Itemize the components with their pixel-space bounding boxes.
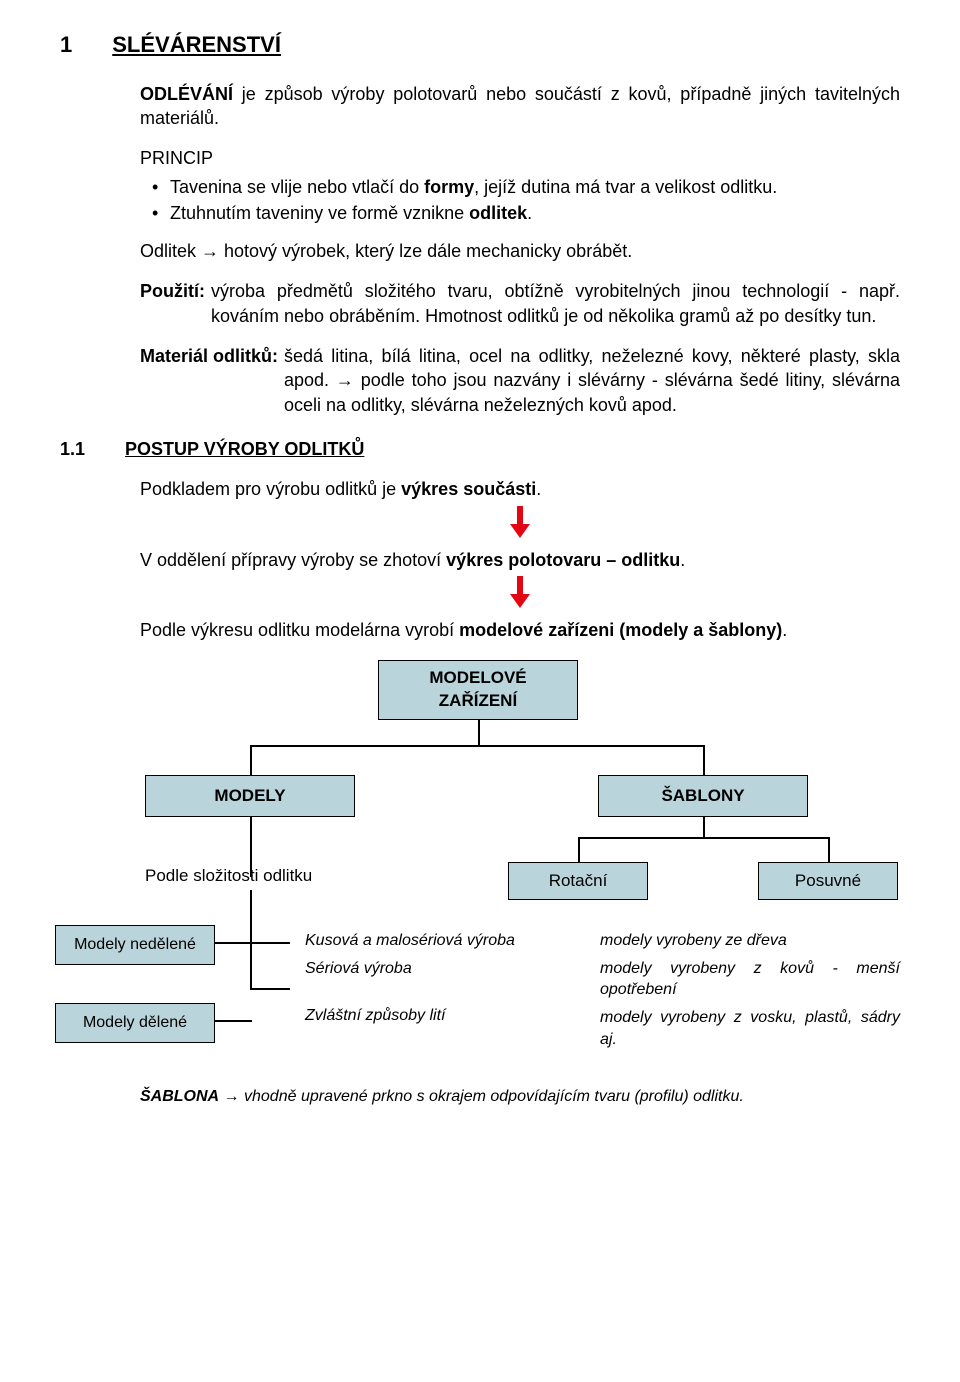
bullet-1-post: , jejíž dutina má tvar a velikost odlitk… [474,177,777,197]
step2-bold: výkres polotovaru – odlitku [446,550,680,570]
arrow-down-icon [508,506,532,540]
rotacni-label: Rotační [549,870,608,893]
step1-pre: Podkladem pro výrobu odlitků je [140,479,401,499]
step2-post: . [680,550,685,570]
intro-rest: je způsob výroby polotovarů nebo součást… [140,84,900,128]
root-line1: MODELOVÉ [429,667,526,690]
steps-body: Podkladem pro výrobu odlitků je výkres s… [140,477,900,642]
connector [478,720,480,745]
step1-post: . [536,479,541,499]
step-3: Podle výkresu odlitku modelárna vyrobí m… [140,618,900,642]
bullet-text: Tavenina se vlije nebo vtlačí do formy, … [170,175,777,199]
bullet-dot-icon: • [152,201,162,225]
bullet-dot-icon: • [152,175,162,199]
pouziti-row: Použití: výroba předmětů složitého tvaru… [140,279,900,328]
footer-bold: ŠABLONA [140,1088,219,1105]
connector [703,745,705,775]
pouziti-label: Použití: [140,279,211,328]
subsection-number: 1.1 [60,437,85,461]
intro-bold: ODLÉVÁNÍ [140,84,233,104]
row2-mid: Sériová výroba [305,958,565,980]
step3-post: . [782,620,787,640]
connector [828,837,830,862]
posuvne-label: Posuvné [795,870,861,893]
row3-right: modely vyrobeny z vosku, plastů, sádry a… [600,1007,900,1050]
bullet-2-pre: Ztuhnutím taveniny ve formě vznikne [170,203,469,223]
footer-rest: → vhodně upravené prkno s okrajem odpoví… [219,1088,744,1105]
arrow-wrap-1 [140,506,900,540]
step-1: Podkladem pro výrobu odlitků je výkres s… [140,477,900,501]
sablony-label: ŠABLONY [661,785,744,808]
row1-right: modely vyrobeny ze dřeva [600,930,900,952]
box-modely: MODELY [145,775,355,817]
connector [578,837,830,839]
material-text: šedá litina, bílá litina, ocel na odlitk… [284,344,900,417]
connector [250,988,290,990]
connector [578,837,580,862]
right-col: modely vyrobeny ze dřeva modely vyrobeny… [600,930,900,1050]
box-rotacni: Rotační [508,862,648,900]
odlitek-line: Odlitek → hotový výrobek, který lze dále… [140,239,900,263]
section-heading: 1 SLÉVÁRENSTVÍ [60,30,900,60]
nedelene-label: Modely nedělené [74,936,196,953]
connector [250,890,252,990]
section-number: 1 [60,30,72,60]
arrow-down-icon [508,576,532,610]
bottom-section: Modely nedělené Modely dělené Kusová a m… [60,930,900,1070]
step3-bold: modelové zařízeni (modely a šablony) [459,620,782,640]
org-diagram: MODELOVÉ ZAŘÍZENÍ MODELY ŠABLONY Podle s… [60,660,900,930]
material-row: Materiál odlitků: šedá litina, bílá liti… [140,344,900,417]
connector [250,745,252,775]
bullet-2-bold: odlitek [469,203,527,223]
label-podle: Podle složitosti odlitku [145,865,365,888]
box-root: MODELOVÉ ZAŘÍZENÍ [378,660,578,720]
connector [215,1020,252,1022]
footer-note: ŠABLONA → vhodně upravené prkno s okraje… [140,1086,900,1108]
princip-bullets: • Tavenina se vlije nebo vtlačí do formy… [152,175,900,226]
section-title: SLÉVÁRENSTVÍ [112,30,281,60]
row3-mid: Zvláštní způsoby lití [305,1005,565,1027]
bullet-2-post: . [527,203,532,223]
mid-col: Kusová a malosériová výroba Sériová výro… [305,930,565,1027]
arrow-wrap-2 [140,576,900,610]
bullet-2: • Ztuhnutím taveniny ve formě vznikne od… [152,201,900,225]
pouziti-text: výroba předmětů složitého tvaru, obtížně… [211,279,900,328]
subsection-heading: 1.1 POSTUP VÝROBY ODLITKŮ [60,437,900,461]
row1-mid: Kusová a malosériová výroba [305,930,565,952]
bullet-1-bold: formy [424,177,474,197]
step1-bold: výkres součásti [401,479,536,499]
step3-pre: Podle výkresu odlitku modelárna vyrobí [140,620,459,640]
connector [250,942,290,944]
content-body: ODLÉVÁNÍ je způsob výroby polotovarů neb… [140,82,900,417]
root-line2: ZAŘÍZENÍ [439,690,517,713]
connector [215,942,252,944]
princip-label: PRINCIP [140,146,900,170]
modely-label: MODELY [214,785,285,808]
connector [250,745,705,747]
box-sablony: ŠABLONY [598,775,808,817]
intro-paragraph: ODLÉVÁNÍ je způsob výroby polotovarů neb… [140,82,900,131]
box-nedelene: Modely nedělené [55,925,215,965]
bullet-1-pre: Tavenina se vlije nebo vtlačí do [170,177,424,197]
bullet-text: Ztuhnutím taveniny ve formě vznikne odli… [170,201,532,225]
bullet-1: • Tavenina se vlije nebo vtlačí do formy… [152,175,900,199]
connector [703,817,705,837]
row2-right: modely vyrobeny z kovů - menší opotřeben… [600,958,900,1001]
box-delene: Modely dělené [55,1003,215,1043]
box-posuvne: Posuvné [758,862,898,900]
material-label: Materiál odlitků: [140,344,284,417]
delene-label: Modely dělené [83,1014,187,1031]
subsection-title: POSTUP VÝROBY ODLITKŮ [125,437,364,461]
step-2: V oddělení přípravy výroby se zhotoví vý… [140,548,900,572]
step2-pre: V oddělení přípravy výroby se zhotoví [140,550,446,570]
